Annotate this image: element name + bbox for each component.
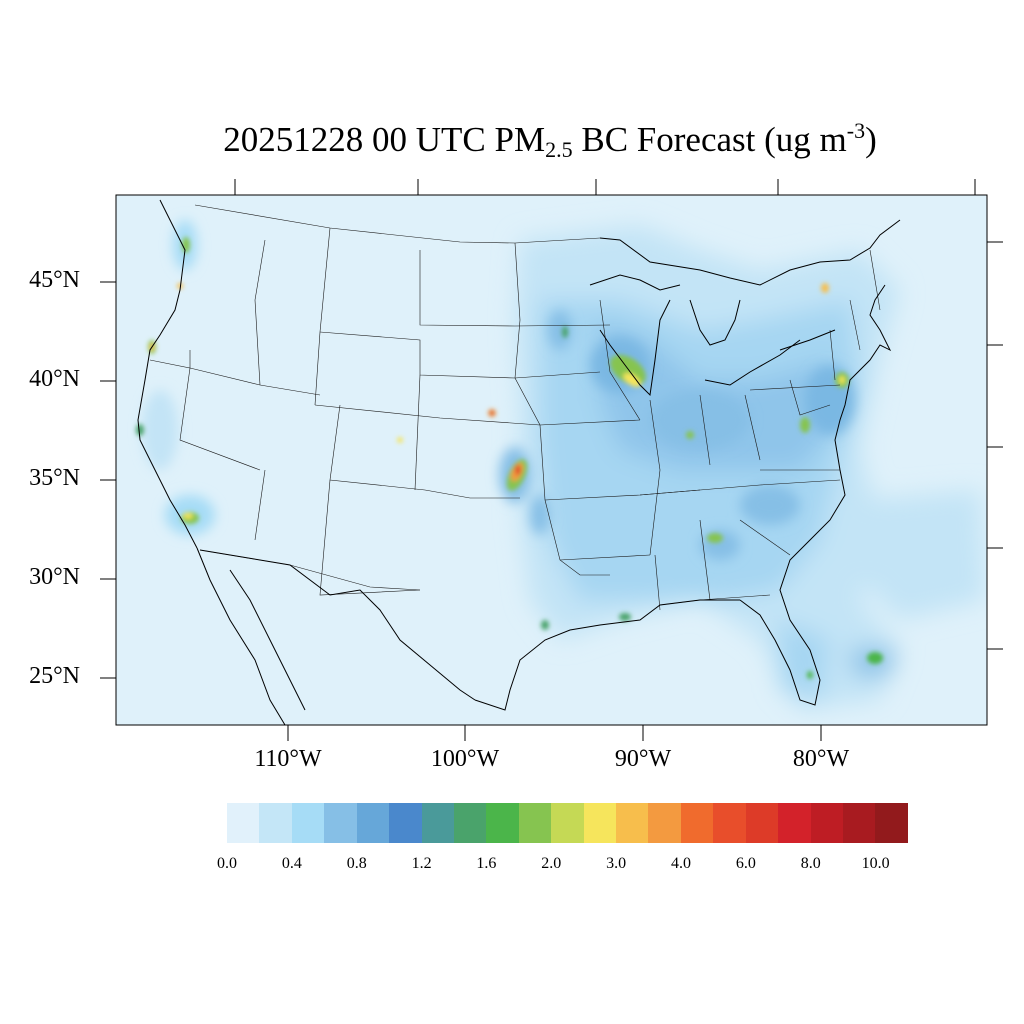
colorbar-box — [291, 803, 325, 843]
map-title: 20251228 00 UTC PM2.5 BC Forecast (ug m-… — [223, 118, 877, 162]
colorbar — [227, 803, 908, 843]
colorbar-box — [843, 803, 876, 843]
colorbar-box — [551, 803, 584, 843]
colorbar-box — [518, 803, 552, 843]
colorbar-tick-label: 3.0 — [606, 855, 627, 872]
colorbar-box — [616, 803, 649, 843]
colorbar-tick-label: 10.0 — [861, 855, 890, 872]
coastlines — [137, 199, 901, 725]
colorbar-tick-label: 8.0 — [800, 855, 821, 872]
colorbar-tick-label: 0.0 — [217, 855, 237, 872]
colorbar-box — [680, 803, 714, 843]
lon-label-110w: 110°W — [254, 746, 322, 772]
colorbar-tick-label: 4.0 — [671, 855, 691, 872]
colorbar-box — [486, 803, 519, 843]
axis-ticks — [100, 179, 1003, 741]
lat-label-35n: 35°N — [29, 465, 80, 491]
lon-label-100w: 100°W — [430, 746, 500, 772]
colorbar-box — [778, 803, 811, 843]
colorbar-box — [356, 803, 390, 843]
colorbar-box — [389, 803, 422, 843]
colorbar-tick-label: 2.0 — [541, 855, 562, 872]
colorbar-box — [421, 803, 454, 843]
colorbar-tick-label: 1.6 — [476, 855, 497, 872]
colorbar-tick-label: 6.0 — [735, 855, 756, 872]
colorbar-tick-label: 0.8 — [346, 855, 367, 872]
colorbar-box — [713, 803, 746, 843]
lat-label-45n: 45°N — [29, 267, 80, 293]
map-frame — [115, 194, 988, 726]
colorbar-box — [227, 803, 260, 843]
colorbar-box — [875, 803, 908, 843]
colorbar-box — [259, 803, 292, 843]
hotspots — [136, 237, 883, 679]
lat-label-30n: 30°N — [29, 564, 80, 590]
lat-label-40n: 40°N — [29, 366, 80, 392]
colorbar-box — [648, 803, 681, 843]
lon-label-90w: 90°W — [614, 746, 672, 772]
colorbar-tick-label: 1.2 — [411, 855, 432, 872]
colorbar-box — [453, 803, 487, 843]
colorbar-box — [745, 803, 779, 843]
lon-label-80w: 80°W — [792, 746, 850, 772]
colorbar-box — [583, 803, 617, 843]
colorbar-box — [810, 803, 844, 843]
colorbar-tick-label: 0.4 — [281, 855, 302, 872]
lat-label-25n: 25°N — [29, 663, 80, 689]
colorbar-box — [324, 803, 357, 843]
